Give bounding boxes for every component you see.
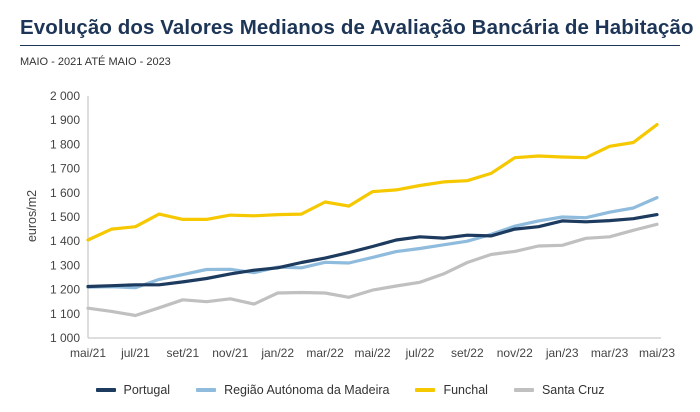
series-line-funchal [86, 122, 659, 242]
y-tick-label: 1 900 [50, 113, 80, 127]
x-tick-label: jan/22 [260, 346, 294, 360]
x-tick-label: nov/22 [497, 346, 533, 360]
x-tick-label: jan/23 [545, 346, 579, 360]
x-tick-label: mai/23 [639, 346, 675, 360]
x-tick-label: mar/23 [591, 346, 629, 360]
page-subtitle: MAIO - 2021 ATÉ MAIO - 2023 [20, 56, 171, 68]
x-tick-label: jul/21 [120, 346, 150, 360]
y-tick-label: 1 100 [50, 307, 80, 321]
y-tick-label: 1 400 [50, 234, 80, 248]
legend-item: Santa Cruz [513, 383, 605, 397]
series-line-portugal [86, 213, 659, 289]
x-tick-label: jul/22 [405, 346, 435, 360]
chart-legend: Portugal Região Autónoma da Madeira Funcha… [0, 383, 700, 397]
y-tick-label: 1 200 [50, 283, 80, 297]
legend-swatch [415, 388, 436, 392]
y-tick-label: 1 300 [50, 258, 80, 272]
legend-swatch [95, 388, 116, 392]
y-tick-label: 1 800 [50, 137, 80, 151]
y-tick-label: 1 700 [50, 162, 80, 176]
x-tick-label: set/22 [451, 346, 484, 360]
chart-axes: 1 000 1 100 1 200 1 300 1 400 1 500 1 600 1 700… [50, 89, 675, 360]
legend-swatch [513, 388, 534, 392]
legend-label: Santa Cruz [541, 383, 605, 397]
x-tick-label: mar/22 [306, 346, 344, 360]
legend-item: Portugal [95, 383, 171, 397]
x-tick-label: mai/22 [354, 346, 390, 360]
x-tick-label: nov/21 [212, 346, 248, 360]
series-line-santa-cruz [86, 222, 659, 318]
chart-series [86, 122, 659, 318]
legend-swatch [196, 388, 217, 392]
series-line-regi-o-aut-noma-da-madeira [86, 196, 659, 290]
page-title: Evolução dos Valores Medianos de Avaliaç… [20, 16, 694, 39]
y-tick-label: 2 000 [50, 89, 80, 103]
x-tick-label: set/21 [166, 346, 199, 360]
legend-label: Funchal [443, 383, 488, 397]
legend-item: Região Autónoma da Madeira [196, 383, 389, 397]
legend-item: Funchal [415, 383, 488, 397]
legend-label: Portugal [123, 383, 171, 397]
y-tick-label: 1 500 [50, 210, 80, 224]
legend-label: Região Autónoma da Madeira [224, 383, 390, 397]
y-tick-label: 1 600 [50, 186, 80, 200]
x-tick-label: mai/21 [70, 346, 106, 360]
y-tick-label: 1 000 [50, 331, 80, 345]
title-divider [20, 45, 680, 46]
y-axis-label: euros/m2 [25, 190, 39, 242]
